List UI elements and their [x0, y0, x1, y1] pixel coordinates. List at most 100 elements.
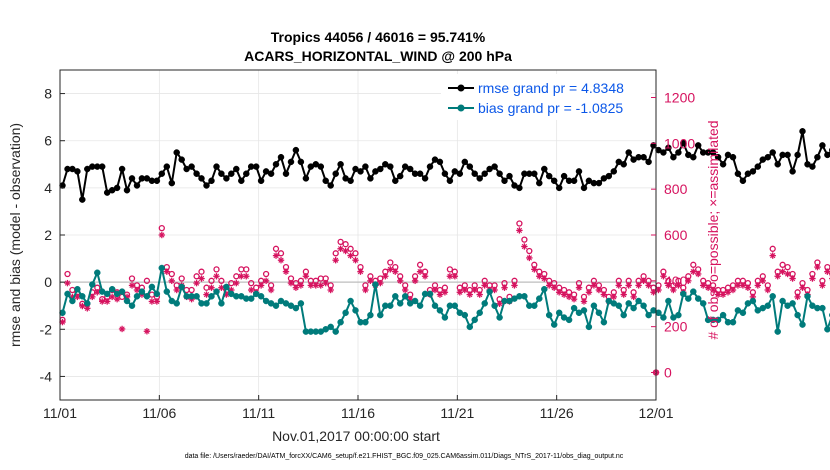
assimilated-obs-marker-53 — [322, 279, 329, 287]
assimilated-obs-marker-61 — [362, 286, 369, 294]
assimilated-obs-marker-28 — [198, 275, 205, 282]
rmse-point-11 — [113, 184, 121, 192]
rmse-point-147 — [789, 168, 796, 175]
bias-point-149 — [799, 321, 806, 328]
rmse-point-47 — [292, 146, 300, 154]
assimilated-obs-marker-152 — [814, 263, 821, 271]
assimilated-obs-marker-80 — [456, 289, 464, 296]
rmse-point-125 — [680, 139, 687, 147]
rmse-point-108 — [595, 179, 603, 187]
assimilated-obs-marker-138 — [744, 284, 752, 291]
assimilated-obs-marker-142 — [764, 286, 771, 294]
possible-obs-marker-72 — [416, 261, 424, 268]
rmse-point-35 — [233, 165, 240, 173]
rmse-point-15 — [133, 182, 141, 189]
bias-point-30 — [208, 293, 215, 300]
tick-layer: 11/01 11/06 11/11 11/16 11/21 11/26 12/01 -4 -2 0… — [40, 86, 696, 421]
assimilated-obs-marker-95 — [531, 266, 538, 273]
bias-point-132 — [714, 316, 722, 324]
bias-point-24 — [178, 283, 185, 291]
rmse-point-13 — [123, 186, 131, 194]
bias-point-117 — [640, 302, 647, 309]
assimilated-obs-marker-147 — [789, 275, 796, 282]
bias-point-72 — [416, 302, 424, 309]
possible-obs-marker-55 — [332, 250, 339, 257]
assimilated-obs-marker-23 — [173, 286, 180, 294]
rmse-point-144 — [774, 161, 781, 168]
assimilated-obs-marker-76 — [436, 291, 444, 298]
rmse-point-68 — [396, 172, 404, 180]
possible-obs-marker-31 — [213, 266, 220, 273]
assimilated-obs-marker-132 — [714, 291, 722, 298]
bias-point-15 — [133, 293, 141, 300]
assimilated-obs-marker-141 — [759, 277, 766, 285]
assimilated-obs-marker-66 — [387, 266, 394, 273]
rmse-point-148 — [794, 151, 801, 159]
assimilated-obs-marker-85 — [481, 282, 488, 289]
x-tick-label-6: 12/01 — [638, 405, 673, 421]
assimilated-obs-marker-41 — [262, 277, 270, 285]
bias-point-81 — [461, 311, 469, 319]
assimilated-obs-marker-131 — [709, 286, 717, 294]
bias-point-105 — [580, 307, 588, 314]
rmse-point-92 — [516, 184, 523, 192]
rmse-point-88 — [496, 170, 503, 177]
rmse-point-42 — [267, 170, 275, 177]
bias-point-147 — [789, 300, 796, 307]
y-axis-right-label: # of obs: o=possible; ×=assimilated — [705, 120, 721, 339]
rmse-point-85 — [481, 170, 488, 177]
rmse-point-152 — [814, 153, 821, 161]
x-tick-label-5: 11/26 — [540, 405, 574, 421]
rmse-point-55 — [332, 170, 339, 177]
rmse-point-97 — [541, 165, 548, 173]
assimilated-obs-marker-6 — [89, 293, 96, 301]
x-tick-label-2: 11/11 — [242, 405, 275, 421]
legend-bias-label: bias grand pr = -1.0825 — [478, 100, 623, 116]
assimilated-obs-marker-113 — [620, 291, 627, 298]
possible-obs-marker-93 — [521, 236, 528, 243]
bias-point-68 — [396, 300, 404, 307]
assimilated-obs-marker-98 — [546, 282, 553, 289]
assimilated-obs-marker-48 — [297, 282, 305, 289]
bias-point-27 — [193, 293, 200, 300]
rmse-point-62 — [367, 175, 374, 182]
assimilated-obs-marker-1 — [64, 279, 71, 287]
rmse-point-70 — [406, 165, 414, 173]
rmse-point-4 — [79, 196, 86, 203]
rmse-point-132 — [714, 153, 722, 161]
assimilated-obs-marker-153 — [819, 282, 826, 289]
assimilated-obs-marker-87 — [491, 286, 498, 294]
assimilated-obs-marker-52 — [317, 282, 324, 289]
possible-obs-marker-56 — [337, 238, 344, 246]
rmse-point-135 — [729, 153, 737, 161]
bias-point-31 — [213, 288, 220, 295]
assimilated-obs-marker-17 — [143, 328, 151, 335]
rmse-point-82 — [466, 163, 474, 170]
assimilated-obs-marker-107 — [590, 282, 598, 289]
y-left-tick-label-4: 4 — [44, 180, 52, 196]
rmse-point-143 — [769, 149, 776, 156]
rmse-point-39 — [252, 163, 260, 170]
x-tick-label-1: 11/06 — [142, 405, 176, 421]
possible-obs-marker-127 — [690, 261, 697, 268]
rmse-point-46 — [287, 158, 295, 166]
bias-point-76 — [436, 307, 444, 314]
bias-point-127 — [690, 288, 697, 295]
assimilated-obs-marker-88 — [496, 300, 503, 307]
rmse-point-31 — [213, 163, 220, 170]
bias-point-115 — [630, 304, 637, 312]
rmse-point-54 — [327, 182, 334, 189]
possible-obs-marker-27 — [193, 273, 200, 280]
bias-point-133 — [719, 311, 727, 319]
assimilated-obs-marker-111 — [610, 293, 617, 301]
rmse-point-20 — [158, 170, 166, 177]
bias-point-54 — [327, 323, 334, 331]
bias-point-23 — [173, 300, 180, 307]
bias-point-56 — [337, 318, 344, 326]
assimilated-obs-marker-100 — [555, 289, 563, 296]
rmse-point-95 — [531, 170, 538, 177]
rmse-point-44 — [277, 153, 285, 161]
rmse-point-61 — [362, 163, 369, 170]
bias-point-47 — [292, 304, 300, 312]
rmse-point-122 — [665, 144, 672, 152]
